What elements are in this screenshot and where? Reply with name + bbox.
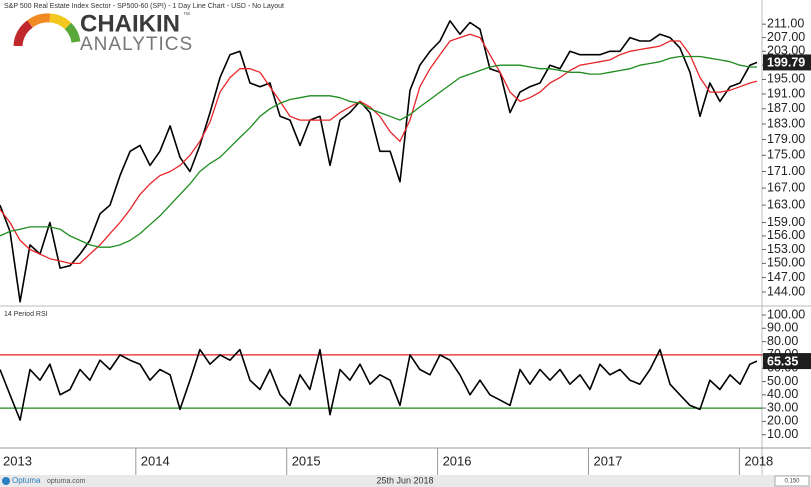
logo-trademark: ™ xyxy=(183,12,190,19)
y-tick-label: 179.00 xyxy=(767,132,805,146)
y-tick-label: 147.00 xyxy=(767,270,805,284)
chart-title: S&P 500 Real Estate Index Sector - SP500… xyxy=(4,3,284,10)
y-tick-label: 211.00 xyxy=(767,16,804,30)
logo-arc xyxy=(13,20,33,47)
y-tick-label: 191.00 xyxy=(767,86,805,100)
y-tick-label: 100.00 xyxy=(767,307,805,321)
y-tick-label: 10.00 xyxy=(767,427,798,441)
y-tick-label: 40.00 xyxy=(767,387,798,401)
x-tick-label: 2013 xyxy=(3,453,32,468)
logo-arc xyxy=(64,22,81,43)
series-line xyxy=(0,348,758,421)
y-tick-label: 150.00 xyxy=(767,256,805,270)
footer-date: 25th Jun 2018 xyxy=(376,475,433,485)
x-tick-label: 2014 xyxy=(141,453,170,468)
last-value-label: 65.35 xyxy=(767,354,798,368)
footer-brand: Optuma xyxy=(12,476,41,485)
footer-icon xyxy=(2,477,10,485)
logo-arc xyxy=(49,13,72,30)
y-tick-label: 30.00 xyxy=(767,400,798,414)
series-line xyxy=(0,55,757,248)
x-tick-label: 2016 xyxy=(443,453,472,468)
y-tick-label: 90.00 xyxy=(767,321,798,335)
panel-title: 14 Period RSI xyxy=(4,311,48,318)
logo-subtext: ANALYTICS xyxy=(80,34,193,55)
x-tick-label: 2018 xyxy=(744,453,773,468)
series-line xyxy=(0,20,758,303)
scale-text: 0.150 xyxy=(784,479,800,485)
y-tick-label: 175.00 xyxy=(767,148,805,162)
last-value-label: 199.79 xyxy=(767,56,805,70)
series-line xyxy=(0,33,758,265)
y-tick-label: 20.00 xyxy=(767,414,798,428)
y-tick-label: 50.00 xyxy=(767,374,798,388)
logo-text: CHAIKIN xyxy=(80,10,180,37)
y-tick-label: 80.00 xyxy=(767,334,798,348)
logo-arc xyxy=(27,13,51,28)
last-value-box xyxy=(763,54,811,71)
footer-bar xyxy=(0,475,811,487)
scale-box xyxy=(774,475,810,487)
y-tick-label: 144.00 xyxy=(767,284,805,298)
y-tick-label: 153.00 xyxy=(767,242,805,256)
y-tick-label: 163.00 xyxy=(767,197,805,211)
footer-site: optuma.com xyxy=(47,478,86,485)
y-tick-label: 167.00 xyxy=(767,180,805,194)
y-tick-label: 203.00 xyxy=(767,44,805,58)
y-tick-label: 195.00 xyxy=(767,72,805,86)
last-value-box xyxy=(763,353,811,370)
y-tick-label: 171.00 xyxy=(767,164,805,178)
y-tick-label: 159.00 xyxy=(767,215,805,229)
y-tick-label: 187.00 xyxy=(767,101,805,115)
y-tick-label: 156.00 xyxy=(767,228,805,242)
y-tick-label: 207.00 xyxy=(767,30,805,44)
y-tick-label: 183.00 xyxy=(767,116,805,130)
x-tick-label: 2017 xyxy=(593,453,622,468)
x-tick-label: 2015 xyxy=(292,453,321,468)
logo: CHAIKIN ™ ANALYTICS xyxy=(13,10,193,55)
